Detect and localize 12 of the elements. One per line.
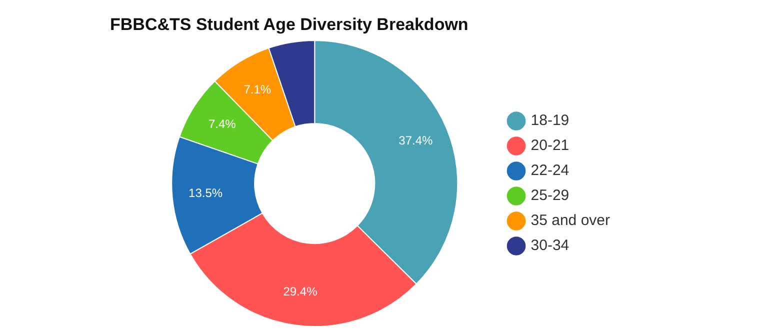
data-label: 37.4% [398, 134, 434, 148]
legend-label: 22-24 [530, 162, 570, 180]
data-label: 29.4% [283, 284, 318, 298]
legend-label: 35 and over [530, 212, 610, 230]
data-label: 13.5% [188, 186, 223, 200]
legend-label: 30-34 [530, 237, 570, 254]
chart-title: FBBC&TS Student Age Diversity Breakdown [110, 15, 468, 35]
legend-label: 25-29 [530, 187, 570, 204]
data-label: 7.1% [244, 82, 272, 96]
legend-label: 20-21 [530, 137, 570, 154]
legend-label: 18-19 [530, 112, 570, 130]
data-label: 7.4% [208, 117, 236, 132]
